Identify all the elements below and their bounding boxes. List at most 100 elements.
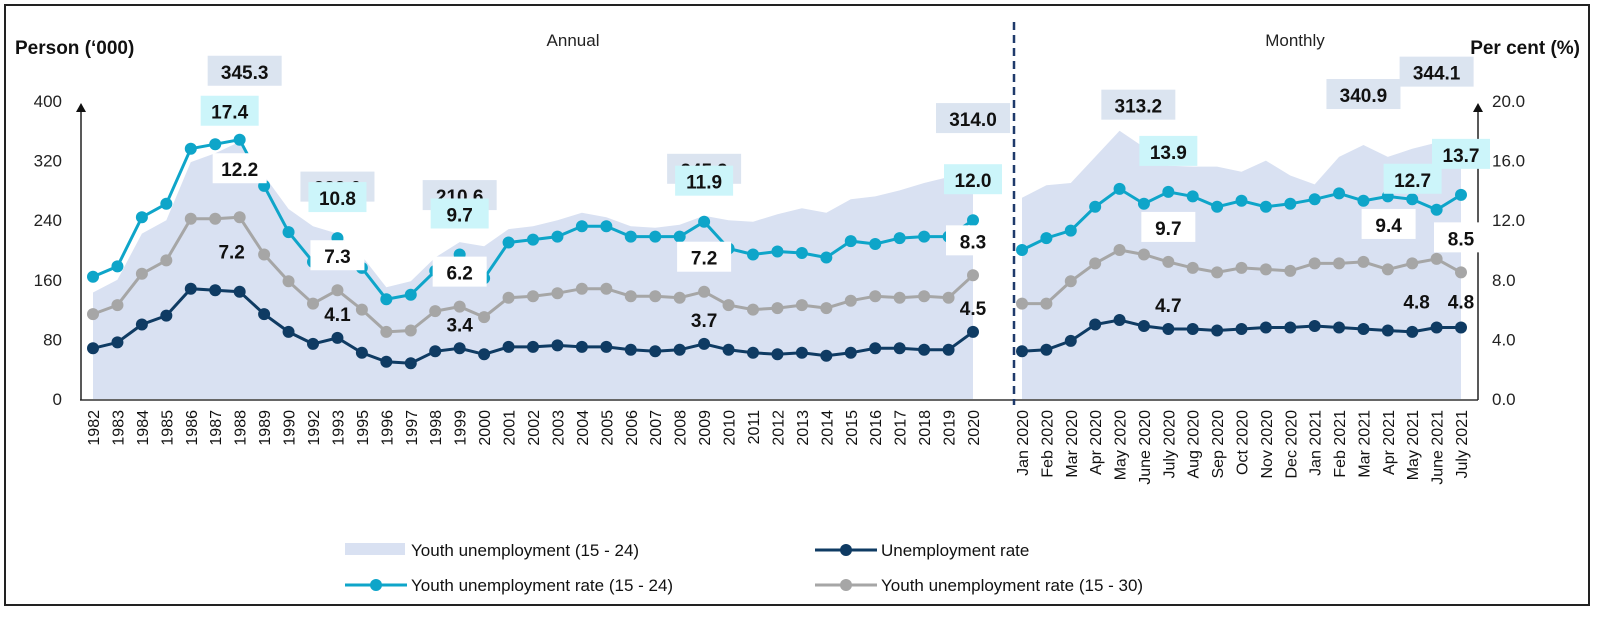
point-youth-unemployment-rate-15-30-annual bbox=[624, 290, 637, 303]
area-annual-youth-unemployment bbox=[93, 141, 973, 400]
point-youth-unemployment-rate-15-24-annual bbox=[282, 226, 295, 239]
point-unemployment-rate-annual bbox=[258, 308, 271, 321]
point-unemployment-rate-monthly bbox=[1137, 320, 1150, 332]
x-tick-annual: 1986 bbox=[184, 410, 201, 446]
point-youth-unemployment-rate-15-24-monthly bbox=[1016, 244, 1028, 256]
data-label: 12.2 bbox=[221, 160, 258, 181]
x-tick-monthly: Mar 2020 bbox=[1064, 410, 1081, 478]
data-label: 13.9 bbox=[1150, 143, 1187, 164]
point-youth-unemployment-rate-15-30-monthly bbox=[1162, 255, 1175, 268]
x-tick-annual: 1983 bbox=[110, 410, 127, 446]
x-tick-annual: 1985 bbox=[159, 410, 176, 446]
point-unemployment-rate-annual bbox=[673, 343, 686, 356]
data-label-bg bbox=[430, 198, 489, 229]
point-unemployment-rate-annual bbox=[649, 345, 662, 358]
x-tick-monthly: Aug 2020 bbox=[1186, 410, 1203, 479]
x-tick-monthly: July 2021 bbox=[1454, 410, 1471, 479]
point-unemployment-rate-monthly bbox=[1333, 321, 1346, 334]
data-label-bg bbox=[1139, 135, 1198, 166]
data-label: 4.8 bbox=[1403, 292, 1429, 313]
point-youth-unemployment-rate-15-30-annual bbox=[698, 285, 711, 298]
x-tick-annual: 1987 bbox=[208, 410, 225, 446]
chart-frame bbox=[4, 4, 1590, 606]
point-youth-unemployment-rate-15-30-annual bbox=[380, 325, 393, 338]
point-unemployment-rate-annual bbox=[844, 346, 857, 359]
point-unemployment-rate-monthly bbox=[1235, 323, 1248, 335]
point-youth-unemployment-rate-15-30-annual bbox=[649, 290, 662, 303]
point-youth-unemployment-rate-15-24-monthly bbox=[1162, 185, 1175, 198]
point-youth-unemployment-rate-15-24-annual bbox=[184, 142, 197, 155]
legend-label: Youth unemployment rate (15 - 30) bbox=[881, 576, 1143, 595]
x-tick-monthly: May 2021 bbox=[1405, 410, 1422, 480]
point-youth-unemployment-rate-15-30-annual bbox=[893, 291, 906, 304]
point-unemployment-rate-annual bbox=[600, 340, 613, 353]
point-youth-unemployment-rate-15-24-monthly bbox=[1455, 188, 1467, 201]
point-youth-unemployment-rate-15-24-monthly bbox=[1186, 190, 1199, 203]
point-youth-unemployment-rate-15-30-annual bbox=[478, 311, 491, 324]
point-youth-unemployment-rate-15-30-annual bbox=[160, 254, 173, 267]
point-youth-unemployment-rate-15-24-annual bbox=[747, 248, 759, 261]
y-tick-left: 160 bbox=[34, 271, 62, 290]
y-tick-right: 12.0 bbox=[1492, 211, 1525, 230]
point-youth-unemployment-rate-15-30-annual bbox=[502, 291, 515, 304]
point-youth-unemployment-rate-15-24-annual bbox=[967, 214, 979, 227]
point-youth-unemployment-rate-15-24-monthly bbox=[1235, 194, 1248, 207]
y-tick-right: 4.0 bbox=[1492, 330, 1516, 349]
point-youth-unemployment-rate-15-24-annual bbox=[698, 215, 711, 228]
data-label: 7.3 bbox=[324, 247, 350, 268]
point-unemployment-rate-annual bbox=[820, 349, 833, 362]
legend-swatch-marker bbox=[840, 579, 852, 591]
point-unemployment-rate-annual bbox=[747, 346, 759, 359]
point-youth-unemployment-rate-15-24-annual bbox=[380, 293, 393, 306]
data-label: 8.3 bbox=[960, 232, 986, 253]
point-youth-unemployment-rate-15-30-monthly bbox=[1186, 261, 1199, 274]
x-tick-annual: 1996 bbox=[379, 410, 396, 446]
data-label: 4.7 bbox=[1155, 296, 1181, 317]
point-unemployment-rate-monthly bbox=[1064, 334, 1077, 347]
point-youth-unemployment-rate-15-30-annual bbox=[87, 308, 99, 321]
data-label-bg bbox=[1432, 138, 1490, 169]
data-label: 3.7 bbox=[691, 311, 717, 332]
point-unemployment-rate-annual bbox=[624, 343, 637, 356]
x-tick-monthly: Jan 2021 bbox=[1308, 410, 1325, 476]
point-unemployment-rate-monthly bbox=[1211, 324, 1224, 337]
point-youth-unemployment-rate-15-30-annual bbox=[307, 297, 319, 310]
x-tick-annual: 2016 bbox=[868, 410, 885, 446]
point-youth-unemployment-rate-15-24-monthly bbox=[1211, 200, 1224, 213]
right-axis-arrow-icon bbox=[1473, 103, 1483, 112]
point-youth-unemployment-rate-15-30-annual bbox=[722, 299, 735, 312]
x-tick-annual: 2003 bbox=[550, 410, 567, 446]
x-tick-monthly: June 2020 bbox=[1137, 410, 1154, 485]
point-unemployment-rate-annual bbox=[527, 340, 539, 353]
point-unemployment-rate-monthly bbox=[1016, 345, 1028, 358]
left-axis-title: Person (‘000) bbox=[15, 38, 134, 59]
point-youth-unemployment-rate-15-30-annual bbox=[918, 290, 931, 303]
point-youth-unemployment-rate-15-30-monthly bbox=[1137, 248, 1150, 261]
ticks-layer: 0 80 160 240 320 400 0.0 4.0 8.0 12.0 16.0 20.0 1982… bbox=[34, 92, 1525, 485]
point-youth-unemployment-rate-15-24-annual bbox=[844, 235, 857, 248]
point-youth-unemployment-rate-15-30-monthly bbox=[1113, 244, 1126, 256]
point-unemployment-rate-annual bbox=[942, 343, 955, 356]
point-youth-unemployment-rate-15-30-monthly bbox=[1381, 263, 1394, 276]
data-label-bg bbox=[432, 256, 487, 287]
point-youth-unemployment-rate-15-24-monthly bbox=[1089, 200, 1102, 213]
x-tick-annual: 1993 bbox=[330, 410, 347, 446]
legend-swatch-marker bbox=[840, 544, 852, 556]
point-youth-unemployment-rate-15-30-monthly bbox=[1259, 263, 1272, 276]
point-youth-unemployment-rate-15-30-monthly bbox=[1357, 255, 1370, 268]
legend-label: Youth unemployment rate (15 - 24) bbox=[411, 576, 673, 595]
x-tick-annual: 2009 bbox=[697, 410, 714, 446]
point-unemployment-rate-annual bbox=[233, 285, 246, 298]
point-unemployment-rate-annual bbox=[331, 331, 344, 344]
legend-swatch-area bbox=[345, 543, 405, 555]
point-unemployment-rate-monthly bbox=[1040, 343, 1053, 356]
point-unemployment-rate-annual bbox=[355, 346, 368, 359]
point-unemployment-rate-annual bbox=[160, 309, 173, 322]
point-youth-unemployment-rate-15-24-annual bbox=[918, 230, 931, 243]
x-tick-annual: 2008 bbox=[673, 410, 690, 446]
x-tick-monthly: Apr 2020 bbox=[1088, 410, 1105, 475]
point-youth-unemployment-rate-15-24-annual bbox=[771, 245, 784, 258]
x-tick-monthly: June 2021 bbox=[1430, 410, 1447, 485]
data-label-bg bbox=[308, 182, 367, 213]
